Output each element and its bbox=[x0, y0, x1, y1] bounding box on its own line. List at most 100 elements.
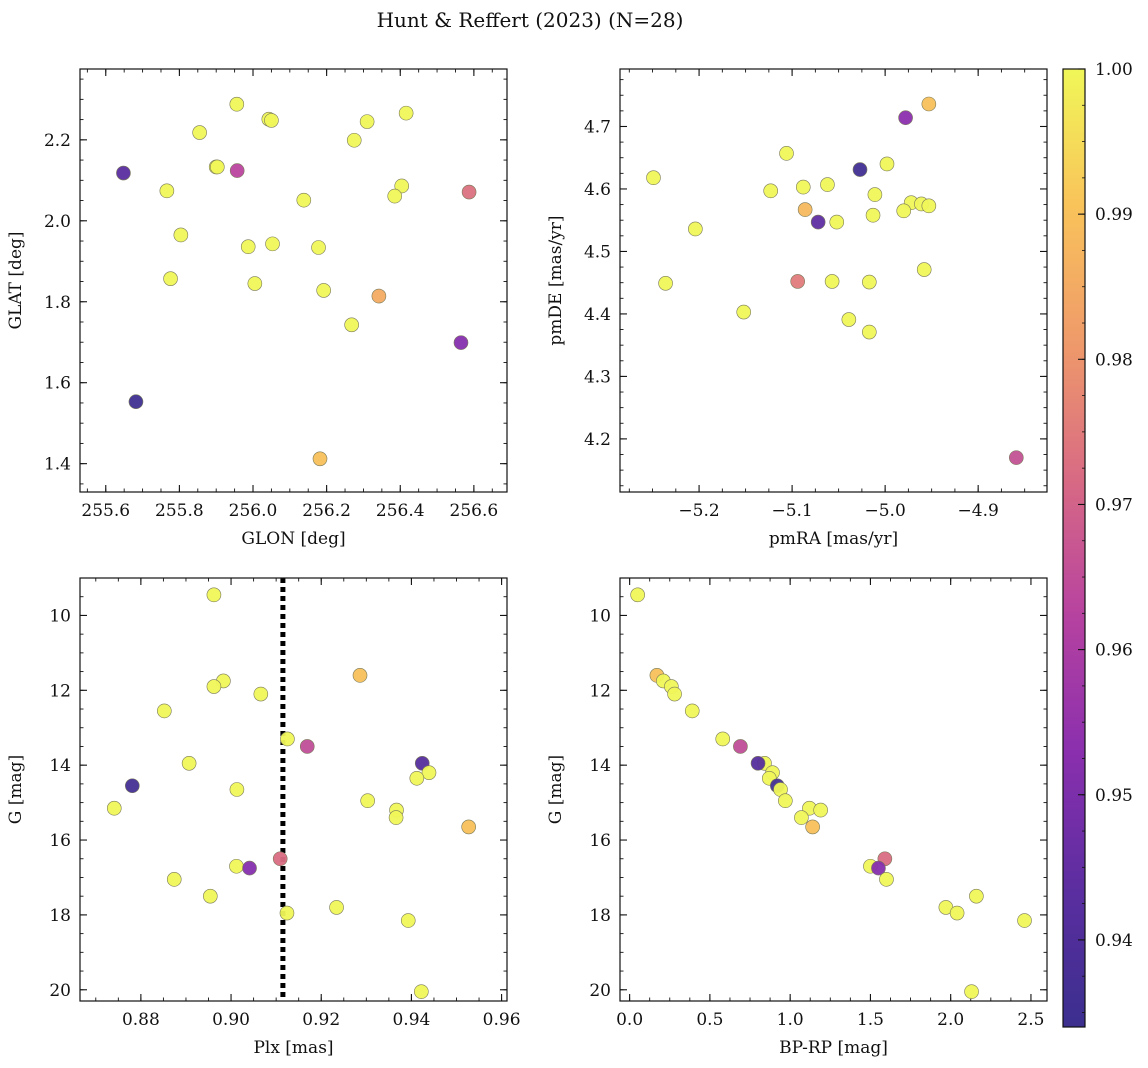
panel-bprp-g: 0.0 0.5 1.0 1.5 2.0 2.5 10 12 14 16 18 20 BP-RP [mag… bbox=[546, 577, 1048, 1058]
x-axis-label: Plx [mas] bbox=[253, 1038, 333, 1058]
data-point bbox=[192, 125, 207, 140]
data-point bbox=[805, 819, 820, 835]
data-point bbox=[346, 132, 362, 148]
data-point bbox=[879, 872, 894, 887]
data-point bbox=[810, 214, 826, 230]
data-point bbox=[630, 587, 645, 603]
x-tick-label: 1.0 bbox=[777, 1010, 804, 1030]
data-point bbox=[921, 198, 937, 214]
y-tick-label: 18 bbox=[589, 906, 611, 926]
data-point bbox=[203, 888, 218, 904]
x-tick-label: 0.0 bbox=[616, 1010, 643, 1030]
data-point bbox=[360, 793, 375, 809]
data-point bbox=[824, 274, 840, 289]
y-tick-label: 10 bbox=[49, 606, 71, 626]
x-tick-label: −5.0 bbox=[864, 501, 905, 521]
data-point bbox=[247, 276, 263, 291]
data-point bbox=[253, 686, 269, 702]
data-point bbox=[414, 984, 429, 999]
y-tick-label: 1.4 bbox=[44, 455, 71, 475]
x-tick-label: 256.6 bbox=[450, 501, 499, 521]
y-tick-label: 4.6 bbox=[584, 180, 611, 200]
data-point bbox=[173, 227, 189, 243]
y-tick-label: 1.6 bbox=[44, 374, 71, 394]
y-axis-label: G [mag] bbox=[546, 755, 566, 824]
data-point bbox=[344, 317, 359, 333]
colorbar-tick-label: 0.99 bbox=[1095, 205, 1133, 225]
data-point bbox=[106, 800, 122, 816]
data-point bbox=[311, 240, 326, 255]
data-point bbox=[667, 686, 682, 702]
minor-ticks bbox=[80, 69, 507, 492]
data-point bbox=[879, 156, 895, 172]
data-point bbox=[387, 188, 403, 204]
data-point bbox=[750, 755, 766, 771]
x-tick-label: 2.0 bbox=[937, 1010, 964, 1030]
x-tick-label: 1.5 bbox=[857, 1010, 884, 1030]
data-point bbox=[280, 731, 295, 747]
panel-glon-glat: 255.6 255.8 256.0 256.2 256.4 256.6 1.4 1.6 1.8 2… bbox=[6, 68, 508, 549]
data-point bbox=[867, 187, 883, 202]
y-axis-label: pmDE [mas/yr] bbox=[546, 215, 566, 345]
data-point bbox=[921, 96, 937, 112]
x-tick-label: 255.6 bbox=[81, 501, 130, 521]
x-tick-label: 0.92 bbox=[302, 1010, 340, 1030]
y-tick-label: 4.7 bbox=[584, 117, 611, 137]
x-tick-label: −5.1 bbox=[771, 501, 812, 521]
data-point bbox=[841, 312, 857, 327]
data-point bbox=[279, 905, 295, 921]
data-point bbox=[871, 860, 886, 876]
data-point bbox=[790, 274, 805, 289]
data-point bbox=[779, 146, 794, 161]
axes-frame bbox=[79, 577, 508, 1002]
data-point bbox=[157, 703, 172, 719]
colorbar-tick-label: 1.00 bbox=[1095, 60, 1133, 80]
data-point bbox=[797, 202, 813, 217]
data-point bbox=[352, 668, 368, 683]
x-axis-label: pmRA [mas/yr] bbox=[769, 529, 898, 549]
figure-title: Hunt & Reffert (2023) (N=28) bbox=[377, 8, 684, 32]
y-tick-label: 20 bbox=[49, 981, 71, 1001]
y-axis-label: GLAT [deg] bbox=[6, 231, 26, 329]
y-tick-label: 4.4 bbox=[584, 305, 611, 325]
data-point bbox=[125, 778, 140, 794]
x-tick-label: 0.90 bbox=[212, 1010, 250, 1030]
data-point bbox=[949, 905, 965, 921]
data-point bbox=[688, 221, 703, 237]
data-point bbox=[461, 184, 477, 200]
colorbar: 0.94 0.95 0.96 0.97 0.98 0.99 1.00 bbox=[1062, 60, 1133, 1028]
y-tick-label: 16 bbox=[49, 831, 71, 851]
data-point bbox=[329, 900, 344, 915]
y-tick-label: 2.0 bbox=[44, 212, 71, 232]
data-point bbox=[229, 96, 245, 112]
x-tick-label: 255.8 bbox=[155, 501, 204, 521]
x-tick-label: 256.2 bbox=[302, 501, 351, 521]
data-point bbox=[409, 770, 425, 786]
data-point bbox=[733, 739, 748, 754]
data-point bbox=[1017, 913, 1032, 928]
data-point bbox=[206, 679, 222, 694]
data-point bbox=[265, 236, 280, 252]
data-point bbox=[299, 739, 315, 754]
y-tick-label: 12 bbox=[49, 681, 71, 701]
data-point bbox=[229, 858, 244, 874]
colorbar-tick-label: 0.95 bbox=[1095, 786, 1133, 806]
data-point bbox=[166, 872, 182, 887]
y-tick-label: 4.3 bbox=[584, 367, 611, 387]
y-tick-label: 1.8 bbox=[44, 293, 71, 313]
panel-plx-g: 0.88 0.90 0.92 0.94 0.96 10 12 14 16 18 20 Plx [mas… bbox=[6, 577, 521, 1058]
data-point bbox=[453, 335, 469, 350]
y-tick-label: 20 bbox=[589, 981, 611, 1001]
data-point bbox=[312, 451, 328, 467]
data-point bbox=[242, 860, 257, 876]
y-tick-label: 16 bbox=[589, 831, 611, 851]
colorbar-tick-label: 0.97 bbox=[1095, 495, 1133, 515]
minor-ticks bbox=[620, 577, 1047, 1001]
colorbar-gradient bbox=[1062, 68, 1086, 1028]
data-point bbox=[763, 183, 779, 199]
data-point bbox=[272, 851, 288, 867]
y-axis-label: G [mag] bbox=[6, 755, 26, 824]
data-point bbox=[898, 110, 913, 126]
data-point bbox=[865, 207, 881, 223]
y-tick-label: 4.5 bbox=[584, 242, 611, 262]
